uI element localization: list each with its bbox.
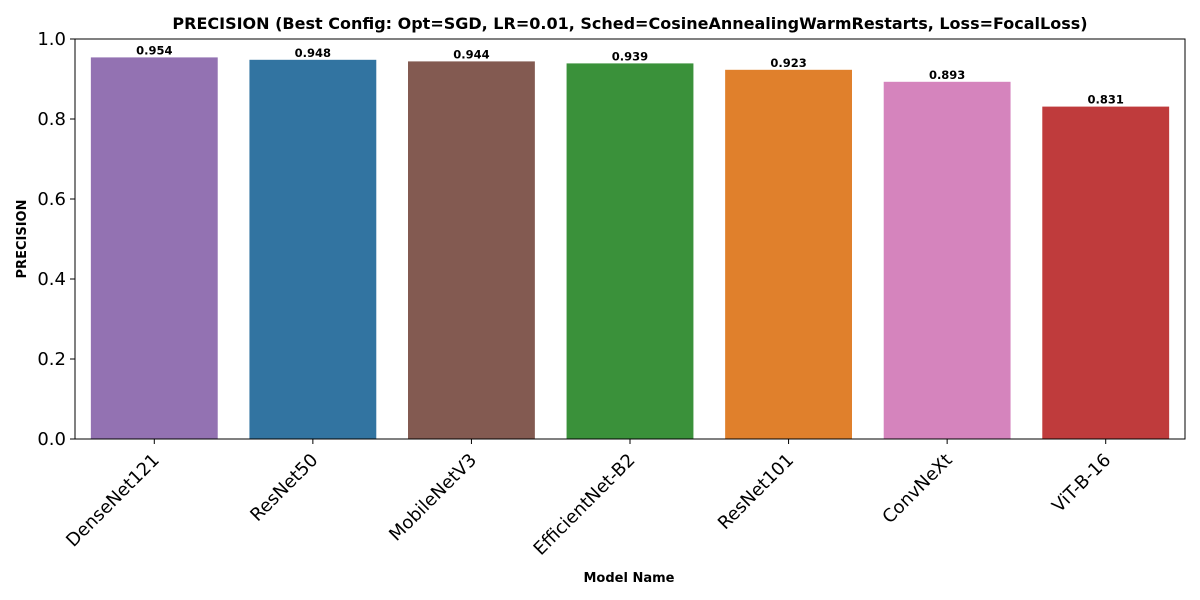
data-label: 0.923 <box>770 56 806 70</box>
y-tick-label: 0.8 <box>37 109 66 130</box>
data-label: 0.893 <box>929 68 965 82</box>
bar-mobilenetv3 <box>408 61 535 440</box>
x-tick-label: ViT-B-16 <box>1048 450 1115 517</box>
data-labels-group: 0.954 0.948 0.944 0.939 0.923 0.893 0.831 <box>136 43 1124 106</box>
plot-frame <box>74 38 1186 440</box>
bar-resnet101 <box>725 69 852 440</box>
data-label: 0.939 <box>612 49 648 63</box>
x-tick-label: EfficientNet-B2 <box>530 450 640 560</box>
x-tick-label: MobileNetV3 <box>385 450 481 546</box>
bar-efficientnet-b2 <box>566 63 694 440</box>
bar-resnet50 <box>249 59 377 440</box>
y-tick-label: 0.2 <box>37 349 66 370</box>
data-label: 0.948 <box>295 46 331 60</box>
bars-group <box>90 57 1170 440</box>
y-axis-label: PRECISION <box>15 200 30 279</box>
data-label: 0.954 <box>136 43 172 57</box>
bar-vit-b-16 <box>1042 106 1170 439</box>
x-tick-label: ResNet101 <box>714 450 798 534</box>
bar-densenet121 <box>90 57 218 440</box>
data-label: 0.944 <box>453 47 489 61</box>
y-tick-label: 1.0 <box>37 29 66 50</box>
x-axis: DenseNet121 ResNet50 MobileNetV3 EfficientN… <box>62 439 1115 560</box>
y-tick-label: 0.0 <box>37 429 66 450</box>
x-tick-label: DenseNet121 <box>62 450 164 552</box>
data-label: 0.831 <box>1088 93 1124 107</box>
y-tick-label: 0.4 <box>37 269 66 290</box>
x-tick-label: ResNet50 <box>246 450 322 526</box>
chart-title: PRECISION (Best Config: Opt=SGD, LR=0.01… <box>172 14 1087 33</box>
y-axis: 0.0 0.2 0.4 0.6 0.8 1.0 <box>37 29 75 450</box>
x-axis-label: Model Name <box>584 571 675 586</box>
x-tick-label: ConvNeXt <box>878 450 956 528</box>
bar-convnext <box>883 81 1011 440</box>
y-tick-label: 0.6 <box>37 189 66 210</box>
